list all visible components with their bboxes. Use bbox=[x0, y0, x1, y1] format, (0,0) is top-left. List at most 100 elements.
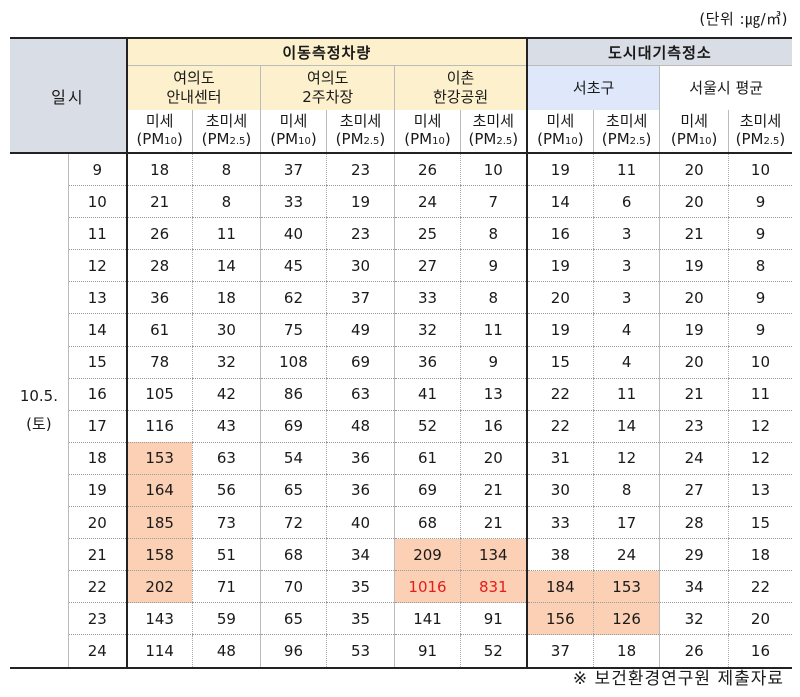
pm25-value: 71 bbox=[191, 570, 261, 604]
table-row: 10 21 8 33 19 24 7 14 6 20 9 bbox=[10, 185, 792, 219]
pm25-value: 91 bbox=[459, 602, 527, 636]
header-mobile-group: 이동측정차량 bbox=[125, 37, 527, 66]
pm25-value: 48 bbox=[325, 410, 395, 443]
pm25-value: 30 bbox=[191, 313, 261, 347]
pm10-value: 36 bbox=[125, 281, 193, 315]
pm25-value: 16 bbox=[727, 634, 792, 669]
metric-label: 미세 bbox=[145, 111, 174, 130]
formula-close: ) bbox=[711, 129, 718, 148]
header-pm10: 미세 (PM10) bbox=[260, 110, 327, 154]
pm25-value: 36 bbox=[325, 474, 395, 508]
hour-cell: 22 bbox=[67, 570, 127, 604]
pm25-value: 11 bbox=[459, 313, 527, 347]
formula-close: ) bbox=[177, 129, 183, 148]
hour-cell: 18 bbox=[67, 442, 127, 475]
pm25-value: 20 bbox=[727, 602, 792, 636]
pm25-value: 11 bbox=[727, 378, 792, 411]
pm25-value: 3 bbox=[592, 249, 660, 283]
pm10-value: 36 bbox=[394, 346, 461, 379]
pm25-value: 8 bbox=[459, 217, 527, 251]
formula-subscript: 2.5 bbox=[763, 135, 780, 147]
formula-subscript: 10 bbox=[432, 135, 445, 147]
pm10-value: 78 bbox=[125, 346, 193, 379]
pm25-value: 12 bbox=[727, 442, 792, 475]
hour-cell: 21 bbox=[67, 538, 127, 572]
pm25-value: 6 bbox=[592, 185, 660, 219]
formula-subscript: 2.5 bbox=[363, 135, 380, 147]
pm10-value: 141 bbox=[394, 602, 461, 636]
pm10-value: 114 bbox=[125, 634, 193, 669]
pm25-value: 8 bbox=[191, 185, 261, 219]
metric-label: 미세 bbox=[680, 111, 708, 130]
pm25-value: 43 bbox=[191, 410, 261, 443]
pm10-value: 54 bbox=[260, 442, 327, 475]
hour-cell: 20 bbox=[67, 506, 127, 540]
pm10-value: 16 bbox=[525, 217, 594, 251]
pm10-value: 20 bbox=[659, 281, 729, 315]
header-pm10: 미세 (PM10) bbox=[394, 110, 461, 154]
site-name-line1: 여의도 bbox=[173, 69, 215, 87]
table-row: 14 61 30 75 49 32 11 19 4 19 9 bbox=[10, 313, 792, 347]
pm10-value: 184 bbox=[525, 570, 594, 604]
pm25-value: 69 bbox=[325, 346, 395, 379]
pm10-value: 26 bbox=[659, 634, 729, 669]
formula-close: ) bbox=[645, 129, 652, 148]
pm10-value: 61 bbox=[125, 313, 193, 347]
site-name-line2: 안내센터 bbox=[166, 88, 222, 106]
pm10-value: 185 bbox=[125, 506, 193, 540]
table-row: 24 114 48 96 53 91 52 37 18 26 16 bbox=[10, 634, 792, 669]
table-row: 19 164 56 65 36 69 21 30 8 27 13 bbox=[10, 474, 792, 508]
pm25-value: 831 bbox=[459, 570, 527, 604]
site-name-line1: 이촌 bbox=[446, 69, 475, 87]
hour-cell: 13 bbox=[67, 281, 127, 315]
pm10-value: 32 bbox=[394, 313, 461, 347]
table-row: 18 153 63 54 36 61 20 31 12 24 12 bbox=[10, 442, 792, 475]
pm25-value: 9 bbox=[727, 281, 792, 315]
metric-formula: (PM10) bbox=[660, 130, 728, 151]
site-name-line2: 한강공원 bbox=[432, 88, 489, 106]
pm10-value: 41 bbox=[394, 378, 461, 411]
pm10-value: 22 bbox=[525, 410, 594, 443]
pm10-value: 68 bbox=[260, 538, 327, 572]
pm10-value: 19 bbox=[525, 249, 594, 283]
header-city-group: 도시대기측정소 bbox=[525, 37, 792, 66]
metric-formula: (PM2.5) bbox=[461, 130, 526, 151]
header-site-0: 여의도 안내센터 bbox=[125, 65, 261, 110]
hour-cell: 17 bbox=[67, 410, 127, 443]
pm10-value: 26 bbox=[125, 217, 193, 251]
pm25-value: 14 bbox=[191, 249, 261, 283]
formula-subscript: 2.5 bbox=[629, 135, 646, 147]
formula-subscript: 10 bbox=[698, 135, 712, 147]
pm10-value: 15 bbox=[525, 346, 594, 379]
pm25-value: 42 bbox=[191, 378, 261, 411]
pm10-value: 29 bbox=[659, 538, 729, 572]
pm25-value: 18 bbox=[727, 538, 792, 572]
formula-prefix: (PM bbox=[270, 129, 299, 148]
date-day: 10.5. bbox=[19, 387, 58, 406]
pm25-value: 51 bbox=[191, 538, 261, 572]
pm10-value: 19 bbox=[659, 249, 729, 283]
pm25-value: 59 bbox=[191, 602, 261, 636]
header-site-1: 여의도 2주차장 bbox=[260, 65, 395, 110]
metric-label: 초미세 bbox=[339, 111, 382, 130]
table-row: 17 116 43 69 48 52 16 22 14 23 12 bbox=[10, 410, 792, 443]
header-pm10: 미세 (PM10) bbox=[525, 110, 594, 154]
pm10-value: 23 bbox=[659, 410, 729, 443]
metric-formula: (PM2.5) bbox=[594, 130, 660, 151]
pm10-value: 70 bbox=[260, 570, 327, 604]
pm25-value: 17 bbox=[592, 506, 660, 540]
table-row: 15 78 32 108 69 36 9 15 4 20 10 bbox=[10, 346, 792, 379]
header-ilsi: 일시 bbox=[10, 37, 127, 154]
pm25-value: 21 bbox=[459, 474, 527, 508]
source-note: ※ 보건환경연구원 제출자료 bbox=[572, 669, 784, 689]
pm25-value: 11 bbox=[191, 217, 261, 251]
pm25-value: 56 bbox=[191, 474, 261, 508]
formula-prefix: (PM bbox=[136, 129, 165, 148]
formula-prefix: (PM bbox=[404, 129, 433, 148]
formula-close: ) bbox=[245, 129, 252, 148]
metric-formula: (PM2.5) bbox=[729, 130, 792, 151]
header-pm25: 초미세 (PM2.5) bbox=[191, 110, 261, 154]
pm10-value: 33 bbox=[394, 281, 461, 315]
pm25-value: 9 bbox=[459, 346, 527, 379]
hour-cell: 9 bbox=[67, 153, 127, 187]
